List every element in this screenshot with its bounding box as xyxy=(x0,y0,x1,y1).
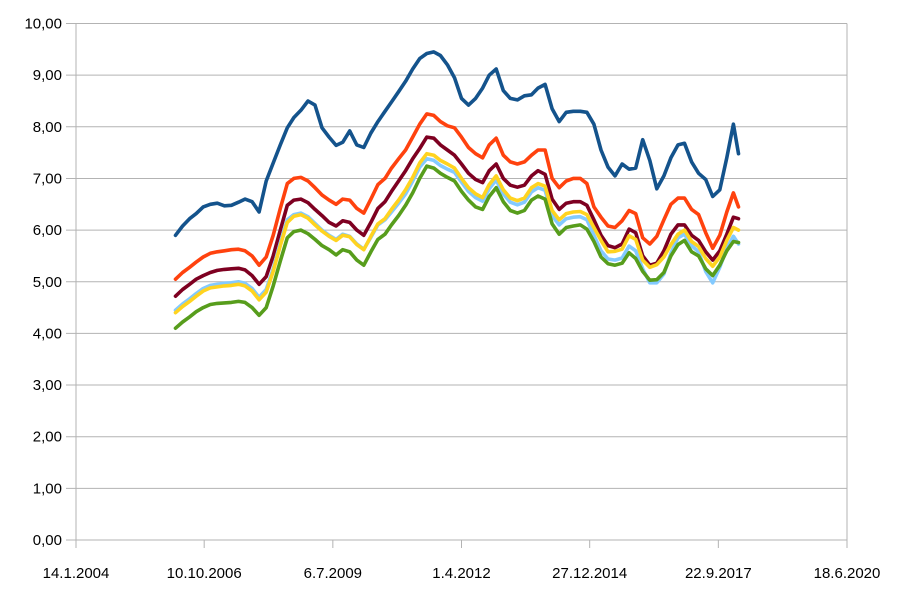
y-axis-label: 6,00 xyxy=(33,222,62,239)
y-axis-label: 2,00 xyxy=(33,429,62,446)
y-axis-label: 5,00 xyxy=(33,274,62,291)
x-axis-label: 6.7.2009 xyxy=(304,565,362,582)
x-axis-label: 27.12.2014 xyxy=(552,565,627,582)
series-orange-red-line xyxy=(173,112,741,282)
x-axis-label: 18.6.2020 xyxy=(814,565,881,582)
y-axis-label: 0,00 xyxy=(33,532,62,549)
series-yellow-line xyxy=(173,151,741,315)
y-axis-label: 4,00 xyxy=(33,325,62,342)
x-axis-label: 22.9.2017 xyxy=(685,565,752,582)
series-green-line xyxy=(173,164,741,331)
y-axis-label: 8,00 xyxy=(33,119,62,136)
series-dark-red-line xyxy=(173,135,741,299)
y-axis-label: 3,00 xyxy=(33,377,62,394)
series-dark-blue-line xyxy=(173,50,741,238)
y-axis-label: 1,00 xyxy=(33,480,62,497)
y-axis-label: 7,00 xyxy=(33,170,62,187)
x-axis-label: 1.4.2012 xyxy=(432,565,490,582)
y-axis-label: 9,00 xyxy=(33,67,62,84)
x-axis-label: 10.10.2006 xyxy=(167,565,242,582)
y-axis-label: 10,00 xyxy=(24,16,62,33)
x-axis-label: 14.1.2004 xyxy=(43,565,110,582)
